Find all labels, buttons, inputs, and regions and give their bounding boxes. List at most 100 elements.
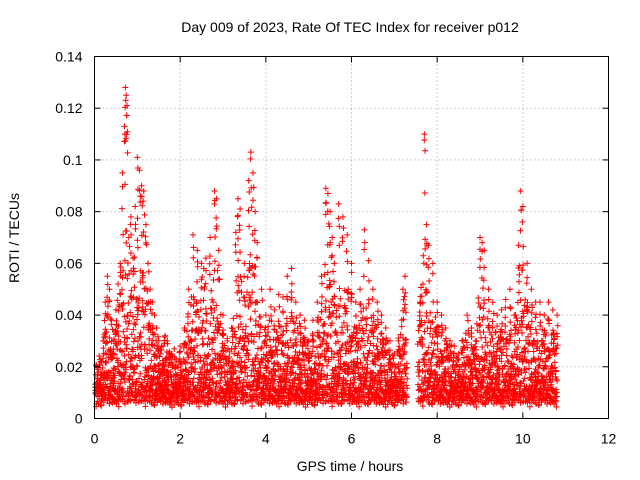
data-point [138,232,145,239]
data-point [498,358,505,365]
data-point [423,361,430,368]
data-point [468,360,475,367]
data-point [241,359,248,366]
data-point [481,297,488,304]
data-point [348,269,355,276]
data-point [506,286,513,293]
data-point [265,323,272,330]
data-point [418,293,425,300]
data-point [419,336,426,343]
data-point [263,351,270,358]
data-point [99,365,106,372]
data-point [232,241,239,248]
data-point [197,306,204,313]
data-point [429,351,436,358]
data-point [367,374,374,381]
data-point [507,337,514,344]
data-point [132,203,139,210]
data-point [97,380,104,387]
data-point [249,403,256,410]
data-point [151,362,158,369]
data-point [252,208,259,215]
data-point [290,369,297,376]
data-point [164,382,171,389]
y-tick-label: 0 [75,411,83,427]
data-point [122,97,129,104]
data-point [429,270,436,277]
data-point [534,338,541,345]
data-point [160,343,167,350]
data-point [445,365,452,372]
data-point [377,331,384,338]
data-point [455,401,462,408]
data-point [172,379,179,386]
data-point [275,291,282,298]
data-point [276,403,283,410]
data-point [536,362,543,369]
data-point [455,350,462,357]
data-point [233,381,240,388]
data-point [183,328,190,335]
data-point [203,318,210,325]
data-point [188,360,195,367]
data-point [145,372,152,379]
data-point [251,308,258,315]
data-point [137,198,144,205]
data-point [220,312,226,319]
data-point [455,372,462,379]
data-point [211,187,218,194]
data-point [527,324,534,331]
data-point [429,350,436,357]
data-point [469,347,476,354]
y-axis-label: ROTI / TECUs [6,193,22,283]
data-point [156,353,163,360]
data-point [325,356,332,363]
data-point [302,367,309,374]
data-point [360,273,367,280]
data-point [502,323,509,330]
data-point [489,324,496,331]
data-point [488,331,495,338]
data-point [343,248,350,255]
data-point [205,351,212,358]
data-point [206,260,213,267]
data-point [357,359,364,366]
data-point [185,354,192,361]
data-point [102,299,109,306]
data-point [292,339,299,346]
data-point [237,273,244,280]
data-point [422,386,429,393]
data-point [141,311,148,318]
data-point [339,329,346,336]
data-point [442,370,449,377]
data-point [531,356,538,363]
data-point [120,231,127,238]
data-point [403,382,410,389]
data-point [267,344,274,351]
data-point [378,330,385,337]
data-point [327,332,334,339]
data-point [154,342,161,349]
data-point [169,361,176,368]
data-point [216,276,223,283]
data-point [147,286,154,293]
data-point [455,356,462,363]
data-point [100,345,107,352]
data-point [421,137,428,144]
data-point [124,102,131,109]
data-point [304,339,311,346]
data-point [234,195,241,202]
data-point [550,345,557,352]
data-point [356,301,363,308]
data-point [447,337,454,344]
data-point [438,312,445,319]
data-point [214,267,221,274]
data-point [196,313,203,320]
data-point [402,309,409,316]
data-point [332,328,339,335]
data-point [301,334,308,341]
data-point [233,277,240,284]
data-point [553,386,560,393]
plot-frame [94,56,609,419]
x-tick-label: 4 [262,431,270,447]
